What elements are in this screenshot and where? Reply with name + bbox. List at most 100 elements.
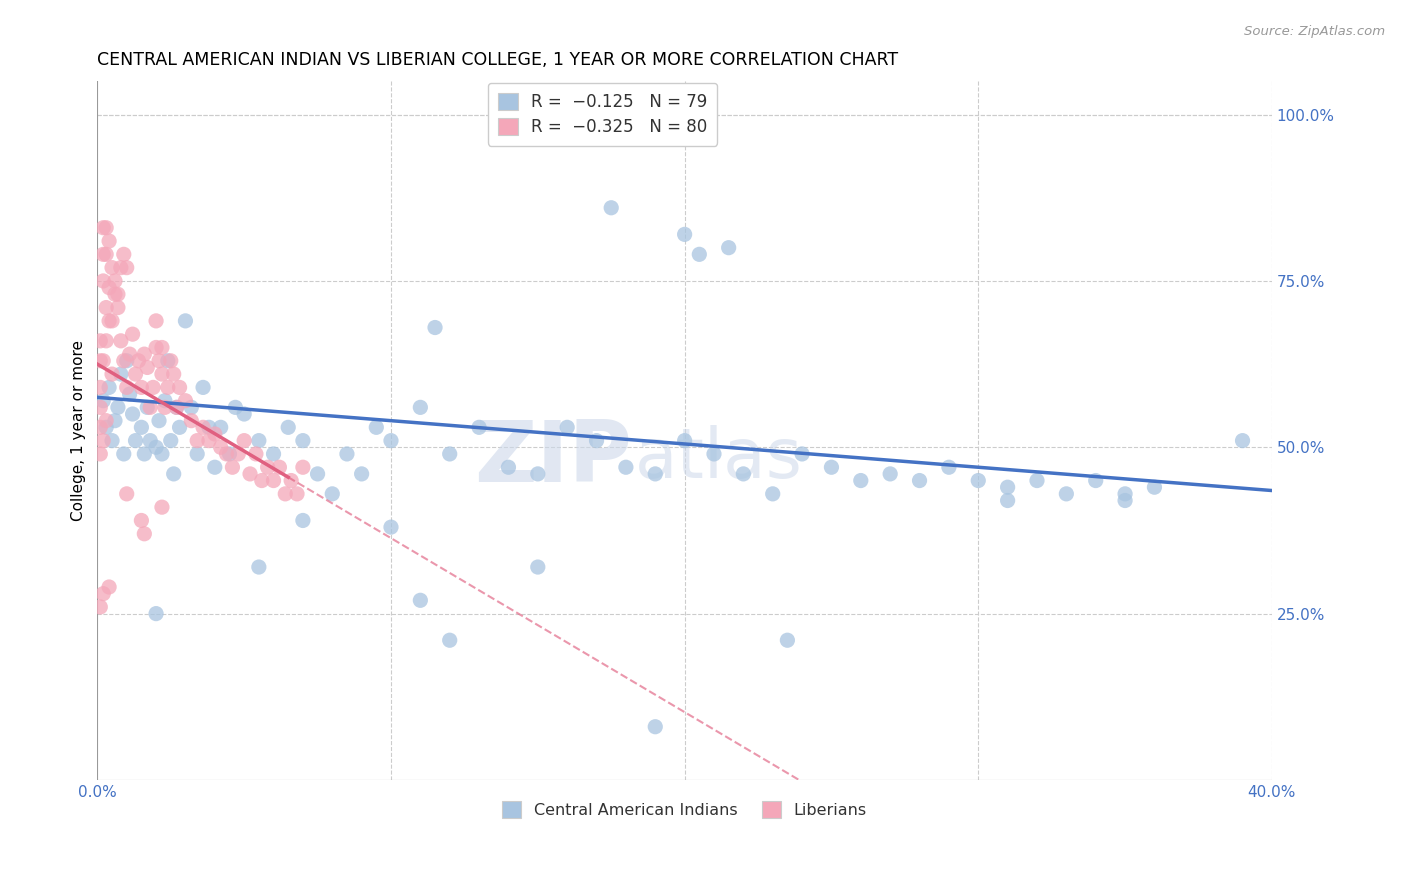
Point (218, 447, 240, 461)
Point (600, 201, 623, 215)
Point (180, 401, 202, 415)
Point (169, 420, 191, 434)
Point (644, 467, 666, 481)
Point (98, 580, 121, 594)
Point (91, 393, 114, 408)
Point (263, 447, 285, 461)
Point (107, 401, 129, 415)
Point (186, 447, 208, 461)
Point (96, 420, 118, 434)
Point (166, 401, 188, 415)
Point (1054, 487, 1077, 501)
Point (291, 460, 314, 475)
Point (101, 260, 124, 275)
Point (191, 380, 214, 394)
Point (614, 460, 637, 475)
Point (139, 401, 162, 415)
Point (118, 347, 141, 361)
Point (350, 467, 373, 481)
Point (96, 247, 118, 261)
Point (91, 274, 114, 288)
Point (112, 353, 135, 368)
Point (118, 387, 141, 401)
Point (115, 353, 138, 368)
Point (91, 434, 114, 448)
Point (776, 633, 799, 648)
Point (256, 460, 278, 475)
Point (1026, 474, 1049, 488)
Text: ZIP: ZIP (474, 417, 631, 500)
Point (285, 487, 308, 501)
Point (380, 434, 402, 448)
Point (156, 353, 179, 368)
Point (291, 513, 314, 527)
Point (247, 560, 270, 574)
Point (673, 434, 696, 448)
Point (1114, 487, 1136, 501)
Point (644, 720, 666, 734)
Point (98, 380, 121, 394)
Point (409, 401, 432, 415)
Point (91, 587, 114, 601)
Point (153, 393, 176, 408)
Point (142, 380, 165, 394)
Point (263, 474, 285, 488)
Point (908, 474, 931, 488)
Point (1232, 434, 1254, 448)
Point (215, 447, 238, 461)
Point (423, 320, 446, 334)
Point (209, 440, 232, 454)
Point (148, 414, 170, 428)
Point (239, 467, 262, 481)
Point (233, 407, 256, 421)
Point (250, 474, 273, 488)
Point (89, 420, 111, 434)
Point (245, 447, 267, 461)
Point (89, 401, 111, 415)
Point (174, 314, 197, 328)
Point (277, 420, 299, 434)
Point (89, 334, 111, 348)
Point (307, 467, 329, 481)
Point (174, 393, 197, 408)
Point (150, 367, 173, 381)
Point (733, 467, 755, 481)
Point (1084, 474, 1107, 488)
Point (107, 287, 129, 301)
Point (498, 460, 520, 475)
Point (198, 420, 221, 434)
Point (150, 447, 173, 461)
Point (131, 513, 153, 527)
Point (585, 434, 607, 448)
Point (790, 447, 813, 461)
Point (134, 347, 156, 361)
Point (163, 367, 186, 381)
Point (967, 474, 990, 488)
Point (98, 234, 121, 248)
Point (104, 414, 127, 428)
Point (159, 434, 181, 448)
Text: Source: ZipAtlas.com: Source: ZipAtlas.com (1244, 25, 1385, 38)
Point (150, 341, 173, 355)
Point (101, 367, 124, 381)
Point (224, 401, 246, 415)
Point (104, 274, 127, 288)
Point (468, 420, 491, 434)
Point (204, 460, 226, 475)
Point (145, 314, 167, 328)
Point (110, 260, 132, 275)
Text: atlas: atlas (636, 425, 803, 492)
Point (112, 447, 135, 461)
Point (96, 220, 118, 235)
Legend: Central American Indians, Liberians: Central American Indians, Liberians (496, 795, 873, 824)
Point (131, 380, 153, 394)
Point (134, 526, 156, 541)
Point (96, 301, 118, 315)
Point (98, 280, 121, 294)
Point (233, 434, 256, 448)
Point (688, 247, 710, 261)
Point (112, 247, 135, 261)
Point (527, 560, 550, 574)
Point (115, 487, 138, 501)
Point (186, 434, 208, 448)
